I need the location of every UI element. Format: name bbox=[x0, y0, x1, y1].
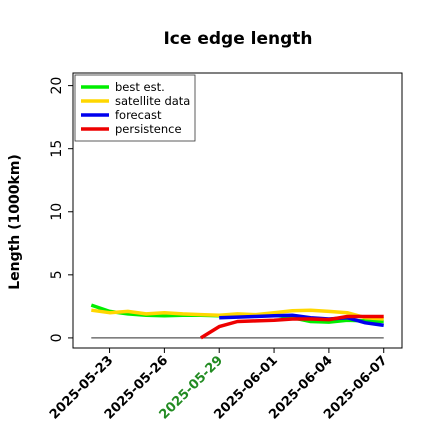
series-line-forecast bbox=[219, 313, 384, 328]
legend-label: satellite data bbox=[115, 94, 190, 108]
series-line-persistence bbox=[199, 314, 384, 340]
plot-area bbox=[90, 303, 384, 340]
y-tick-label: 10 bbox=[49, 203, 65, 221]
y-tick-label: 20 bbox=[49, 77, 65, 95]
legend-label: best est. bbox=[115, 80, 165, 94]
y-tick-label: 5 bbox=[49, 270, 65, 279]
chart-title: Ice edge length bbox=[163, 29, 312, 49]
y-axis-label: Length (1000km) bbox=[7, 154, 23, 290]
plot-frame bbox=[72, 72, 403, 349]
legend-label: persistence bbox=[115, 122, 182, 136]
series-line-satellite-data bbox=[91, 308, 384, 321]
legend-label: forecast bbox=[115, 108, 162, 122]
legend: best est.satellite dataforecastpersisten… bbox=[74, 74, 196, 142]
y-tick-label: 0 bbox=[49, 333, 65, 342]
y-tick-label: 15 bbox=[49, 140, 65, 158]
